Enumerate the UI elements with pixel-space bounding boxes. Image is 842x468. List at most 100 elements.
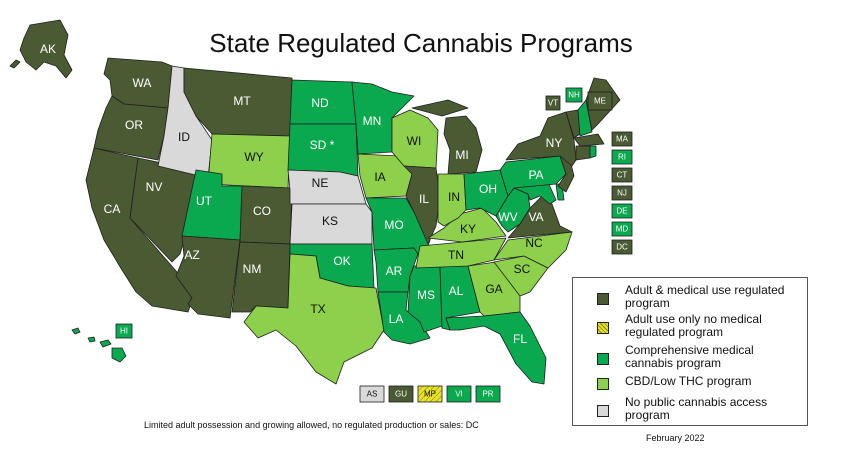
state-label-ny: NY	[546, 136, 563, 150]
legend: Adult & medical use regulated program Adu…	[572, 277, 808, 426]
state-KY[interactable]	[427, 207, 507, 243]
legend-swatch-cbd	[597, 378, 609, 390]
callout-box-nj[interactable]	[611, 185, 633, 201]
state-FL[interactable]	[445, 311, 547, 385]
date-label: February 2022	[646, 433, 705, 443]
state-label-va: VA	[528, 210, 543, 224]
state-AK[interactable]	[19, 19, 73, 79]
callout-box-ma[interactable]	[611, 131, 633, 147]
territory-label-pr: PR	[482, 390, 493, 399]
callout-box-me[interactable]	[587, 91, 613, 111]
state-label-tn: TN	[448, 248, 464, 262]
state-label-fl: FL	[513, 332, 527, 346]
state-AZ[interactable]	[175, 235, 241, 319]
territory-label-as: AS	[367, 390, 378, 399]
state-label-tx: TX	[310, 302, 325, 316]
state-TX[interactable]	[243, 253, 385, 385]
callout-box-dc[interactable]	[611, 239, 633, 255]
callout-box-md[interactable]	[611, 221, 633, 237]
callout-box-nh[interactable]	[565, 87, 583, 103]
state-IL[interactable]	[403, 165, 441, 245]
state-label-ar: AR	[386, 264, 403, 278]
state-TN[interactable]	[415, 237, 507, 269]
state-RI[interactable]	[589, 145, 597, 159]
state-label-in: IN	[448, 190, 460, 204]
state-label-ga: GA	[485, 282, 502, 296]
state-NM[interactable]	[231, 241, 291, 313]
territory-box-as[interactable]	[359, 385, 385, 403]
state-label-sd: SD *	[310, 138, 335, 152]
callout-label-nj: NJ	[617, 189, 627, 198]
state-label-ne: NE	[312, 176, 329, 190]
state-label-pa: PA	[528, 168, 543, 182]
callout-label-ct: CT	[617, 171, 628, 180]
footnote: Limited adult possession and growing all…	[144, 420, 479, 430]
state-NC[interactable]	[493, 231, 573, 269]
legend-swatch-adult_only	[597, 322, 609, 334]
callout-box-de[interactable]	[611, 203, 633, 219]
state-label-ks: KS	[322, 214, 338, 228]
territory-box-gu[interactable]	[388, 385, 414, 403]
state-CT[interactable]	[575, 145, 591, 161]
territory-label-mp: MP	[424, 390, 436, 399]
callout-label-ma: MA	[616, 135, 629, 144]
state-label-sc: SC	[514, 262, 531, 276]
territory-box-pr[interactable]	[475, 385, 501, 403]
legend-label-cbd: CBD/Low THC program	[625, 374, 752, 388]
callout-box-hi[interactable]	[115, 323, 133, 339]
state-HI[interactable]	[71, 327, 127, 363]
legend-swatch-adult	[597, 293, 609, 305]
state-LA[interactable]	[377, 291, 431, 345]
callout-label-vt: VT	[548, 99, 558, 108]
state-NH[interactable]	[577, 99, 593, 137]
callout-label-de: DE	[616, 207, 627, 216]
state-label-il: IL	[419, 192, 429, 206]
state-label-al: AL	[449, 284, 464, 298]
state-label-wa: WA	[133, 76, 152, 90]
callout-box-vt[interactable]	[545, 95, 561, 111]
territory-box-vi[interactable]	[446, 385, 472, 403]
state-label-ms: MS	[417, 288, 435, 302]
state-label-co: CO	[253, 204, 271, 218]
callout-label-hi: HI	[120, 327, 128, 336]
callout-label-me: ME	[594, 97, 606, 106]
state-OR[interactable]	[93, 95, 169, 161]
state-label-nv: NV	[146, 180, 163, 194]
legend-label-none: No public cannabis access program	[625, 395, 768, 422]
state-KS[interactable]	[289, 203, 373, 245]
legend-label-medical: Comprehensive medical cannabis program	[625, 343, 754, 370]
state-label-ak: AK	[40, 42, 56, 56]
state-label-ca: CA	[104, 202, 121, 216]
callout-box-ct[interactable]	[611, 167, 633, 183]
state-label-id: ID	[178, 130, 190, 144]
state-label-ut: UT	[196, 194, 213, 208]
state-label-mt: MT	[233, 94, 251, 108]
state-label-az: AZ	[184, 248, 199, 262]
state-label-or: OR	[125, 118, 143, 132]
callout-label-ri: RI	[618, 153, 626, 162]
state-AR[interactable]	[373, 247, 419, 293]
legend-label-adult: Adult & medical use regulated program	[625, 283, 785, 310]
territory-label-vi: VI	[455, 390, 463, 399]
state-label-wv: WV	[498, 210, 517, 224]
territory-box-mp[interactable]	[417, 385, 443, 403]
legend-label-adult_only: Adult use only no medical regulated prog…	[625, 312, 762, 339]
state-label-ok: OK	[333, 254, 350, 268]
state-PA[interactable]	[499, 155, 567, 197]
state-MI[interactable]	[411, 99, 483, 175]
state-label-ky: KY	[460, 222, 476, 236]
state-MA[interactable]	[573, 133, 605, 147]
state-label-ia: IA	[374, 170, 385, 184]
state-label-nc: NC	[525, 236, 543, 250]
state-label-nm: NM	[243, 262, 262, 276]
callout-box-ri[interactable]	[611, 149, 633, 165]
state-label-mn: MN	[363, 114, 382, 128]
legend-swatch-none	[597, 405, 609, 417]
state-label-wy: WY	[244, 150, 263, 164]
territory-label-gu: GU	[395, 390, 407, 399]
legend-swatch-medical	[597, 353, 609, 365]
state-WI[interactable]	[391, 109, 439, 169]
state-label-la: LA	[389, 312, 404, 326]
state-label-mo: MO	[384, 218, 403, 232]
